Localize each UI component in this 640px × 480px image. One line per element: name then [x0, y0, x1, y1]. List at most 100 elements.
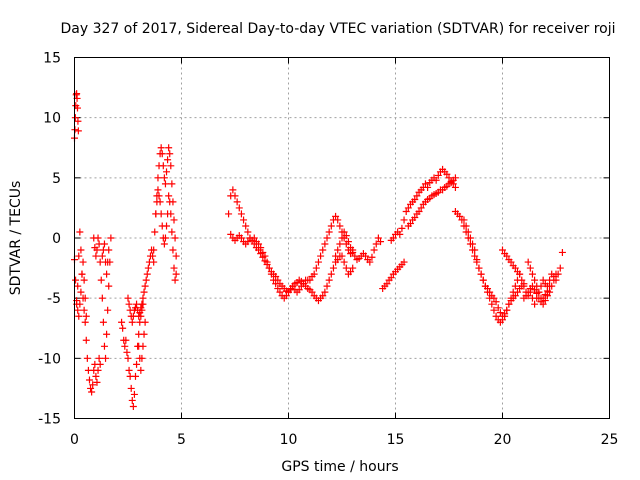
data-point-marker — [406, 220, 414, 228]
data-point-marker — [107, 234, 115, 242]
data-point-marker — [471, 246, 479, 254]
data-point-marker — [156, 198, 164, 206]
data-point-marker — [511, 264, 519, 272]
data-point-marker — [327, 270, 335, 278]
data-point-marker — [411, 214, 419, 222]
x-tick-label: 10 — [280, 432, 298, 448]
x-tick-label: 5 — [177, 432, 186, 448]
data-point-marker — [154, 174, 162, 182]
data-point-marker — [492, 298, 500, 306]
data-point-marker — [97, 276, 105, 284]
data-point-marker — [139, 342, 147, 350]
data-point-marker — [122, 336, 130, 344]
data-point-marker — [263, 260, 271, 268]
data-point-marker — [488, 300, 496, 308]
data-point-marker — [451, 174, 459, 182]
data-point-marker — [377, 238, 385, 246]
data-point-marker — [135, 312, 143, 320]
axis-ticks: 0 5 10 15 20 25 -15 -10 -5 0 5 10 15 — [38, 51, 618, 449]
data-point-marker — [546, 282, 554, 290]
y-axis-label: SDTVAR / TECUs — [8, 181, 24, 296]
data-point-marker — [244, 238, 252, 246]
data-point-marker — [329, 264, 337, 272]
data-point-marker — [362, 252, 370, 260]
data-point-marker — [129, 402, 137, 410]
data-point-marker — [516, 270, 524, 278]
data-point-marker — [265, 264, 273, 272]
data-point-marker — [503, 306, 511, 314]
data-point-marker — [460, 216, 468, 224]
y-tick-label: 15 — [43, 51, 61, 67]
data-point-marker — [103, 330, 111, 338]
data-point-marker — [334, 216, 342, 224]
data-point-marker — [400, 258, 408, 266]
data-point-marker — [125, 366, 133, 374]
data-point-marker — [368, 253, 376, 261]
data-point-marker — [102, 354, 110, 362]
data-point-marker — [342, 264, 350, 272]
data-point-marker — [81, 318, 89, 326]
data-point-marker — [98, 252, 106, 260]
data-point-marker — [484, 285, 492, 293]
data-point-marker — [138, 300, 146, 308]
data-point-marker — [248, 236, 256, 244]
data-point-marker — [323, 234, 331, 242]
data-point-marker — [404, 204, 412, 212]
data-point-marker — [558, 248, 566, 256]
data-point-marker — [231, 192, 239, 200]
data-point-marker — [104, 258, 112, 266]
data-point-marker — [308, 288, 316, 296]
data-point-marker — [150, 258, 158, 266]
data-point-marker — [74, 306, 82, 314]
data-point-marker — [105, 282, 113, 290]
data-point-marker — [170, 264, 178, 272]
data-point-marker — [167, 210, 175, 218]
data-point-marker — [168, 228, 176, 236]
data-point-marker — [486, 288, 494, 296]
data-point-marker — [80, 276, 88, 284]
data-point-marker — [141, 318, 149, 326]
data-point-marker — [257, 250, 265, 258]
data-point-marker — [150, 246, 158, 254]
data-point-marker — [550, 276, 558, 284]
data-point-marker — [100, 342, 108, 350]
data-point-marker — [511, 282, 519, 290]
data-point-marker — [314, 258, 322, 266]
data-point-marker — [125, 300, 133, 308]
data-point-marker — [160, 240, 168, 248]
x-axis-label: GPS time / hours — [281, 459, 398, 475]
data-point-marker — [334, 246, 342, 254]
data-point-marker — [443, 170, 451, 178]
data-point-marker — [445, 174, 453, 182]
data-point-marker — [556, 264, 564, 272]
x-tick-label: 25 — [601, 432, 619, 448]
y-tick-label: -15 — [38, 412, 61, 428]
data-point-marker — [78, 270, 86, 278]
data-point-marker — [76, 228, 84, 236]
data-point-marker — [374, 234, 382, 242]
data-point-marker — [155, 192, 163, 200]
data-point-marker — [413, 192, 421, 200]
data-point-marker — [319, 246, 327, 254]
data-point-marker — [71, 114, 79, 122]
data-point-marker — [82, 336, 90, 344]
data-point-marker — [477, 270, 485, 278]
data-point-marker — [400, 216, 408, 224]
data-point-marker — [411, 195, 419, 203]
data-point-marker — [138, 354, 146, 362]
data-point-marker — [370, 246, 378, 254]
data-point-marker — [121, 342, 129, 350]
data-point-marker — [229, 186, 237, 194]
data-point-marker — [312, 264, 320, 272]
data-point-marker — [172, 270, 180, 278]
data-point-marker — [274, 285, 282, 293]
data-point-marker — [96, 360, 104, 368]
data-point-marker — [539, 276, 547, 284]
data-point-marker — [503, 252, 511, 260]
x-tick-label: 20 — [494, 432, 512, 448]
data-point-marker — [338, 234, 346, 242]
data-point-marker — [151, 228, 159, 236]
data-point-marker — [128, 396, 136, 404]
data-point-marker — [398, 224, 406, 232]
data-point-marker — [528, 270, 536, 278]
